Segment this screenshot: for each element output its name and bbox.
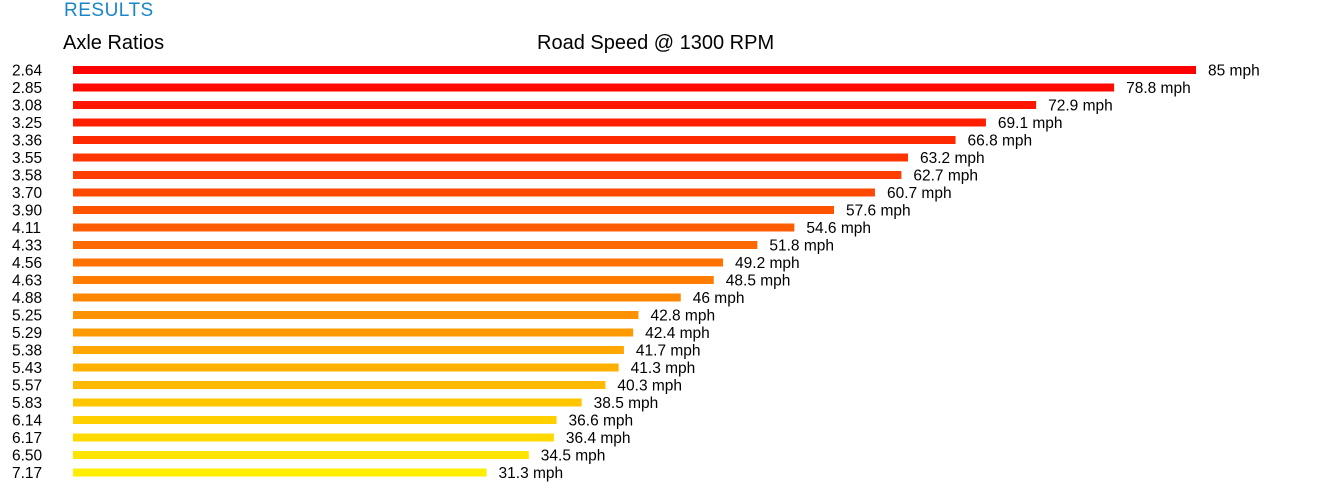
axle-ratio-label: 5.83 bbox=[12, 395, 42, 412]
speed-value-label: 31.3 mph bbox=[499, 465, 564, 482]
speed-value-label: 54.6 mph bbox=[806, 220, 871, 237]
speed-value-label: 72.9 mph bbox=[1048, 98, 1113, 115]
speed-bar bbox=[73, 241, 758, 249]
speed-value-label: 40.3 mph bbox=[617, 378, 682, 395]
speed-value-label: 36.6 mph bbox=[569, 413, 634, 430]
speed-bar bbox=[73, 451, 529, 459]
speed-bar bbox=[73, 328, 634, 337]
axle-ratio-label: 2.85 bbox=[12, 80, 42, 97]
speed-bar bbox=[73, 468, 487, 477]
speed-bar bbox=[73, 293, 681, 302]
speed-value-label: 42.4 mph bbox=[645, 325, 710, 342]
speed-bar bbox=[73, 171, 902, 179]
speed-value-label: 63.2 mph bbox=[920, 150, 985, 167]
axle-ratios-heading: Axle Ratios bbox=[63, 32, 165, 54]
speed-value-label: 51.8 mph bbox=[769, 238, 834, 255]
speed-bar bbox=[73, 311, 639, 319]
axle-ratio-label: 4.11 bbox=[12, 220, 41, 237]
axle-ratio-label: 5.43 bbox=[12, 360, 42, 377]
speed-bar bbox=[73, 83, 1115, 92]
speed-bar bbox=[73, 276, 714, 284]
speed-bar bbox=[73, 153, 908, 162]
axle-ratio-label: 2.64 bbox=[12, 63, 43, 80]
axle-ratio-label: 6.14 bbox=[12, 413, 43, 430]
speed-value-label: 57.6 mph bbox=[846, 203, 911, 220]
speed-bar bbox=[73, 101, 1037, 109]
speed-value-label: 48.5 mph bbox=[726, 273, 791, 290]
axle-ratio-label: 4.56 bbox=[12, 255, 42, 272]
speed-value-label: 46 mph bbox=[693, 290, 745, 307]
speed-bar bbox=[73, 206, 834, 214]
speed-value-label: 36.4 mph bbox=[566, 430, 631, 447]
speed-bar bbox=[73, 416, 557, 424]
axle-ratio-label: 4.88 bbox=[12, 290, 42, 307]
speed-bar bbox=[73, 381, 606, 389]
axle-ratio-label: 3.58 bbox=[12, 168, 42, 185]
speed-value-label: 62.7 mph bbox=[913, 168, 978, 185]
axle-ratio-label: 3.55 bbox=[12, 150, 42, 167]
speed-value-label: 78.8 mph bbox=[1126, 80, 1191, 97]
axle-ratio-label: 5.29 bbox=[12, 325, 42, 342]
speed-value-label: 34.5 mph bbox=[541, 448, 606, 465]
axle-ratio-label: 6.17 bbox=[12, 430, 42, 447]
results-heading: RESULTS bbox=[64, 0, 154, 21]
axle-ratio-label: 3.36 bbox=[12, 133, 42, 150]
speed-bar bbox=[73, 223, 795, 232]
speed-bar bbox=[73, 398, 582, 407]
speed-value-label: 69.1 mph bbox=[998, 115, 1063, 132]
axle-ratio-label: 5.57 bbox=[12, 378, 42, 395]
speed-value-label: 42.8 mph bbox=[650, 308, 715, 325]
axle-ratio-label: 4.33 bbox=[12, 238, 42, 255]
road-speed-heading: Road Speed @ 1300 RPM bbox=[537, 32, 775, 54]
speed-value-label: 49.2 mph bbox=[735, 255, 800, 272]
speed-value-label: 66.8 mph bbox=[968, 133, 1033, 150]
axle-ratio-label: 5.38 bbox=[12, 343, 42, 360]
axle-ratio-label: 7.17 bbox=[12, 465, 42, 482]
speed-bar bbox=[73, 363, 619, 372]
axle-ratio-label: 3.70 bbox=[12, 185, 43, 202]
speed-value-label: 85 mph bbox=[1208, 63, 1260, 80]
speed-bar bbox=[73, 136, 956, 144]
axle-ratio-label: 3.08 bbox=[12, 98, 42, 115]
axle-ratio-label: 6.50 bbox=[12, 448, 43, 465]
axle-ratio-label: 3.90 bbox=[12, 203, 43, 220]
speed-value-label: 41.3 mph bbox=[631, 360, 696, 377]
speed-bar bbox=[73, 66, 1196, 74]
axle-ratio-label: 4.63 bbox=[12, 273, 42, 290]
speed-value-label: 38.5 mph bbox=[594, 395, 659, 412]
speed-bar bbox=[73, 188, 875, 197]
speed-bar bbox=[73, 258, 724, 267]
speed-bar bbox=[73, 433, 554, 442]
speed-bar bbox=[73, 346, 624, 354]
speed-bar bbox=[73, 118, 986, 127]
speed-value-label: 60.7 mph bbox=[887, 185, 952, 202]
axle-ratio-label: 3.25 bbox=[12, 115, 42, 132]
speed-value-label: 41.7 mph bbox=[636, 343, 701, 360]
axle-ratio-label: 5.25 bbox=[12, 308, 42, 325]
